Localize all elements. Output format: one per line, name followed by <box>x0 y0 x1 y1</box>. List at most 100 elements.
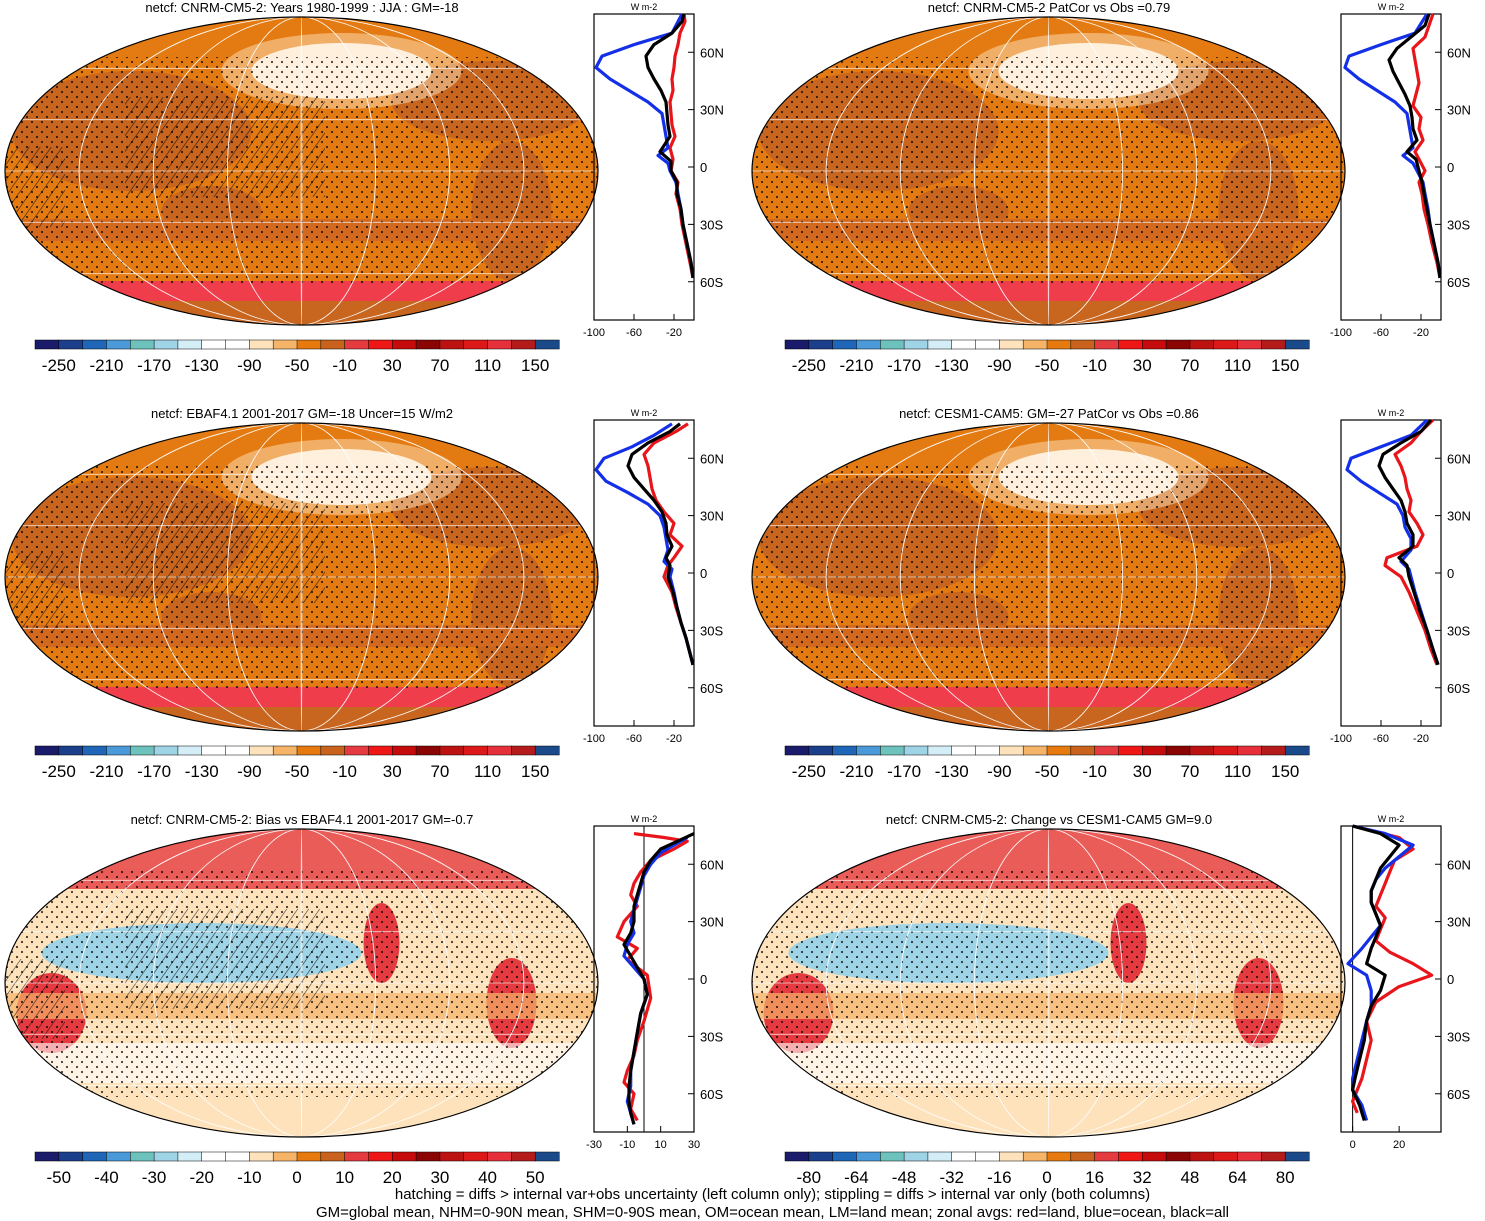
colorbar-label: 110 <box>474 762 501 781</box>
colorbar-swatch <box>368 339 393 350</box>
profile-xtick-label: -20 <box>666 733 682 745</box>
colorbar-swatch <box>808 1151 834 1162</box>
profile-ytick-label: 60N <box>700 857 724 872</box>
colorbar-swatch <box>439 339 465 350</box>
profile-line-land <box>1411 13 1442 279</box>
panel-title: netcf: CESM1-CAM5: GM=-27 PatCor vs Obs … <box>899 406 1199 421</box>
profile-line-all <box>1387 13 1442 279</box>
graticule-longitude <box>899 423 1198 731</box>
map-hatching <box>5 959 65 1039</box>
colorbar-swatch <box>1213 745 1239 756</box>
zonal-profile: W m-2 60N 30N 0 30S 60S -100 -60 -20 <box>583 2 724 339</box>
colorbar-swatch <box>487 339 512 350</box>
panel-5: netcf: CNRM-CM5-2: Bias vs EBAF4.1 2001-… <box>4 812 724 1187</box>
profile-ytick-label: 60S <box>1447 681 1470 696</box>
colorbar-label: 0 <box>292 1168 301 1187</box>
profile-xtick-label: 0 <box>1350 1139 1356 1151</box>
colorbar-swatch <box>975 745 1000 756</box>
colorbar-swatch <box>368 745 393 756</box>
colorbar-swatch <box>1189 1151 1215 1162</box>
colorbar-swatch <box>1046 745 1072 756</box>
graticule-longitude <box>226 423 377 731</box>
profile-units: W m-2 <box>631 2 658 12</box>
map <box>5 829 598 1137</box>
profile-xtick-label: -100 <box>1330 327 1352 339</box>
profile-ytick-label: 60S <box>1447 275 1470 290</box>
colorbar-swatch <box>415 745 441 756</box>
graticule-longitude <box>78 829 525 1137</box>
profile-ytick-label: 30N <box>700 103 724 118</box>
colorbar-swatch <box>511 745 536 756</box>
colorbar-swatch <box>903 1151 929 1162</box>
panel-title: netcf: CNRM-CM5-2: Change vs CESM1-CAM5 … <box>886 812 1212 827</box>
panel-1: netcf: CNRM-CM5-2: Years 1980-1999 : JJA… <box>4 0 724 375</box>
colorbar-swatch <box>225 745 250 756</box>
colorbar-label: 50 <box>526 1168 545 1187</box>
colorbar-label: 150 <box>521 762 549 781</box>
profile-line-ocean <box>622 836 689 1125</box>
map <box>752 829 1345 1137</box>
graticule-longitude <box>226 829 377 1137</box>
colorbar-label: 150 <box>1271 356 1299 375</box>
graticule-longitude <box>973 423 1124 731</box>
colorbar-swatch <box>201 339 227 350</box>
profile-xtick-label: -60 <box>626 327 642 339</box>
profile-ytick-label: 30N <box>700 915 724 930</box>
colorbar-swatch <box>272 745 298 756</box>
colorbar-swatch <box>106 745 131 756</box>
graticule-longitude <box>825 829 1272 1137</box>
colorbar-label: 16 <box>1085 1168 1104 1187</box>
colorbar-swatch <box>106 1151 131 1162</box>
colorbar-swatch <box>880 745 905 756</box>
colorbar-swatch <box>392 339 417 350</box>
zonal-profile: W m-2 60N 30N 0 30S 60S -30 -10 10 30 <box>586 814 724 1151</box>
colorbar-swatch <box>951 1151 977 1162</box>
colorbar-swatch <box>225 1151 250 1162</box>
profile-xtick-label: -20 <box>1413 733 1429 745</box>
profile-frame <box>593 13 695 321</box>
profile-ytick-label: 0 <box>700 566 707 581</box>
profile-line-all <box>622 832 695 1125</box>
panel-3: netcf: EBAF4.1 2001-2017 GM=-18 Uncer=15… <box>4 406 724 781</box>
colorbar-swatch <box>880 339 905 350</box>
colorbar-label: -210 <box>839 356 873 375</box>
colorbar-swatch <box>784 339 810 350</box>
colorbar-swatch <box>463 745 489 756</box>
colorbar-label: 30 <box>383 356 402 375</box>
profile-xtick-label: -60 <box>1373 733 1389 745</box>
colorbar-swatch <box>511 1151 536 1162</box>
colorbar-swatch <box>880 1151 905 1162</box>
colorbar-swatch <box>153 1151 179 1162</box>
colorbar: -250 -210 -170 -130 -90 -50 -10 30 70 110 150 <box>34 339 560 375</box>
colorbar-label: -210 <box>89 356 123 375</box>
colorbar-swatch <box>130 745 155 756</box>
map-band-antarctica <box>752 707 1345 731</box>
colorbar-swatch <box>1237 745 1262 756</box>
colorbar-label: 64 <box>1228 1168 1247 1187</box>
map <box>752 423 1345 731</box>
colorbar-label: -250 <box>792 762 826 781</box>
colorbar-label: -10 <box>1082 356 1107 375</box>
map-outline <box>4 828 599 1138</box>
profile-line-all <box>644 13 695 279</box>
colorbar-swatch <box>130 1151 155 1162</box>
profile-ytick-label: 0 <box>1447 972 1454 987</box>
colorbar-label: -20 <box>189 1168 214 1187</box>
colorbar-label: -10 <box>332 356 357 375</box>
profile-xtick-label: -100 <box>583 733 605 745</box>
graticule-longitude <box>152 829 451 1137</box>
colorbar-label: -50 <box>1035 356 1060 375</box>
colorbar-swatch <box>249 339 274 350</box>
profile-frame <box>593 419 695 727</box>
zonal-profile: W m-2 60N 30N 0 30S 60S -100 -60 -20 <box>583 408 724 745</box>
colorbar-label: -50 <box>1035 762 1060 781</box>
colorbar-swatch <box>1142 1151 1167 1162</box>
colorbar-swatch <box>856 339 881 350</box>
profile-xtick-label: -100 <box>1330 733 1352 745</box>
colorbar-label: 40 <box>478 1168 497 1187</box>
profile-ytick-label: 60S <box>1447 1087 1470 1102</box>
colorbar-label: -130 <box>935 762 969 781</box>
profile-ytick-label: 30S <box>1447 217 1470 232</box>
colorbar-label: -50 <box>47 1168 72 1187</box>
